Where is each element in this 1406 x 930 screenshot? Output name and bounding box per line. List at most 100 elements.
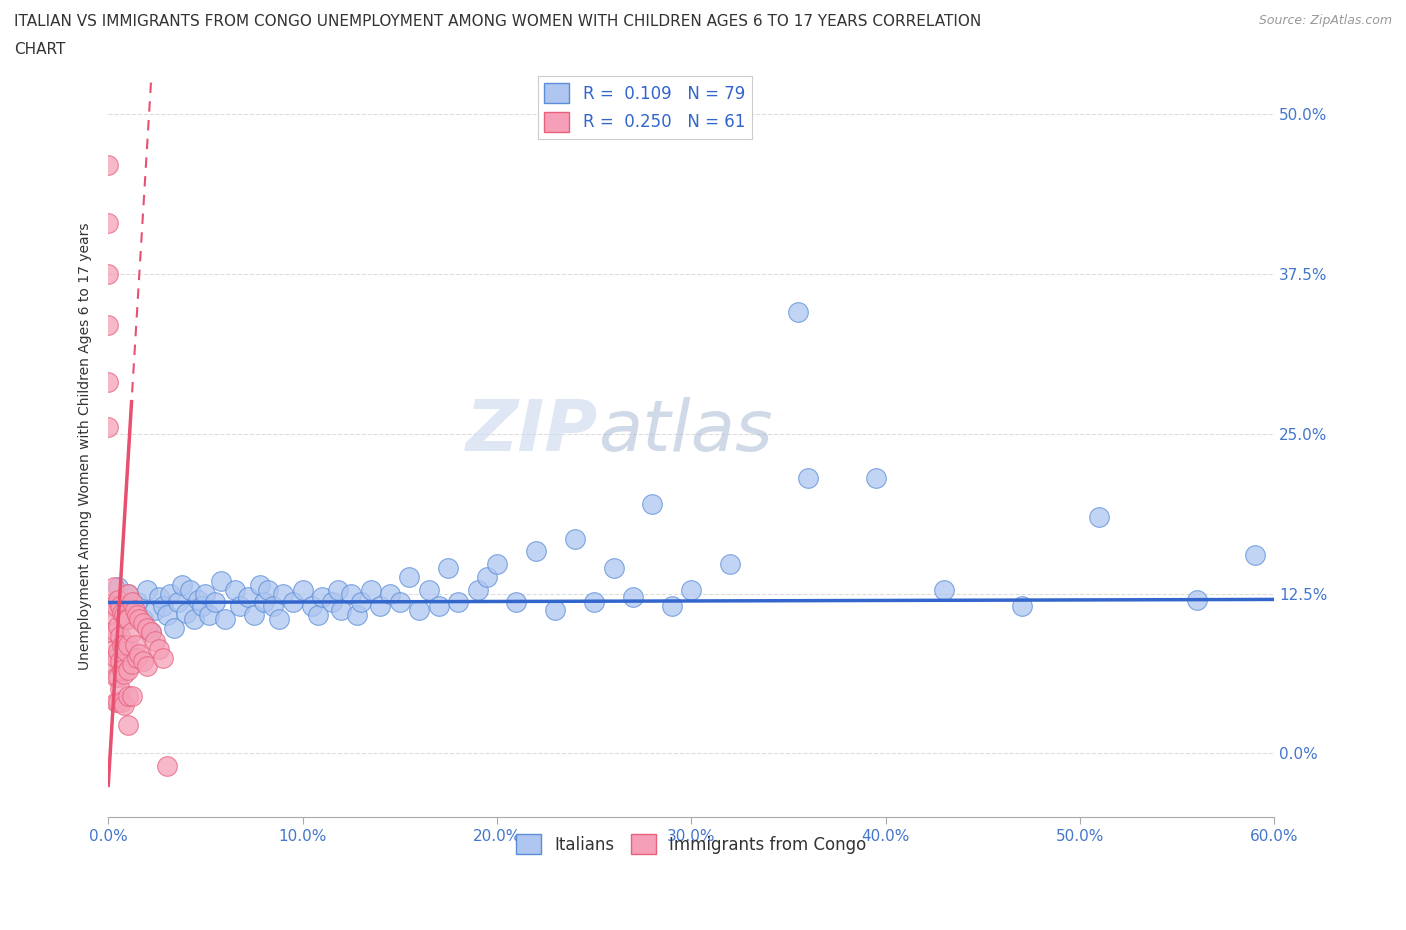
Point [378,586,401,601]
Point [174,605,197,620]
Point [262,599,284,614]
Point [112,637,135,652]
Point [256,582,278,597]
Point [718,557,741,572]
Point [111,605,134,620]
Point [107,695,129,710]
Point [271,586,294,601]
Point [111,695,134,710]
Point [427,599,450,614]
Point [194,586,217,601]
Point [641,497,664,512]
Point [172,578,194,592]
Text: atlas: atlas [598,397,773,466]
Point [1185,592,1208,607]
Text: ITALIAN VS IMMIGRANTS FROM CONGO UNEMPLOYMENT AMONG WOMEN WITH CHILDREN AGES 6 T: ITALIAN VS IMMIGRANTS FROM CONGO UNEMPLO… [14,14,981,29]
Point [307,608,329,623]
Point [253,595,276,610]
Point [932,582,955,597]
Point [117,718,139,733]
Point [101,624,124,639]
Point [127,650,149,665]
Point [117,586,139,601]
Point [105,695,128,710]
Point [107,618,129,633]
Point [388,595,411,610]
Point [97,419,120,434]
Point [152,650,174,665]
Point [621,590,644,604]
Point [136,582,159,597]
Point [326,582,349,597]
Point [128,612,150,627]
Point [564,531,586,546]
Point [117,688,139,703]
Point [108,654,131,669]
Point [108,682,131,697]
Y-axis label: Unemployment Among Women with Children Ages 6 to 17 years: Unemployment Among Women with Children A… [79,222,93,671]
Point [112,599,135,614]
Point [583,595,606,610]
Point [121,608,143,623]
Point [467,582,489,597]
Point [97,317,120,332]
Point [112,698,135,712]
Point [117,637,139,652]
Point [301,599,323,614]
Point [132,612,155,627]
Point [281,595,304,610]
Point [114,612,136,627]
Point [477,569,499,584]
Point [105,670,128,684]
Point [155,608,177,623]
Point [103,657,125,671]
Point [602,561,624,576]
Text: ZIP: ZIP [465,397,598,466]
Point [340,586,363,601]
Point [159,586,181,601]
Point [163,620,186,635]
Point [124,603,146,618]
Point [101,599,124,614]
Point [143,603,166,618]
Point [97,157,120,172]
Point [447,595,470,610]
Point [152,599,174,614]
Point [229,599,252,614]
Point [544,603,567,618]
Point [524,544,547,559]
Point [148,590,170,604]
Point [114,644,136,658]
Point [321,595,343,610]
Point [103,608,125,623]
Point [1088,510,1111,525]
Point [485,557,508,572]
Point [107,670,129,684]
Point [111,663,134,678]
Point [787,305,810,320]
Point [108,629,131,644]
Point [167,595,190,610]
Point [681,582,703,597]
Point [107,592,129,607]
Point [183,612,205,627]
Point [112,667,135,682]
Point [243,608,266,623]
Point [865,471,887,485]
Point [107,579,129,594]
Point [209,573,232,588]
Point [797,471,820,485]
Point [214,612,236,627]
Point [97,266,120,281]
Point [155,759,177,774]
Point [127,595,149,610]
Point [132,654,155,669]
Point [136,620,159,635]
Point [249,578,271,592]
Point [269,612,291,627]
Point [112,608,135,623]
Point [370,599,392,614]
Point [105,599,128,614]
Point [661,599,683,614]
Point [143,633,166,648]
